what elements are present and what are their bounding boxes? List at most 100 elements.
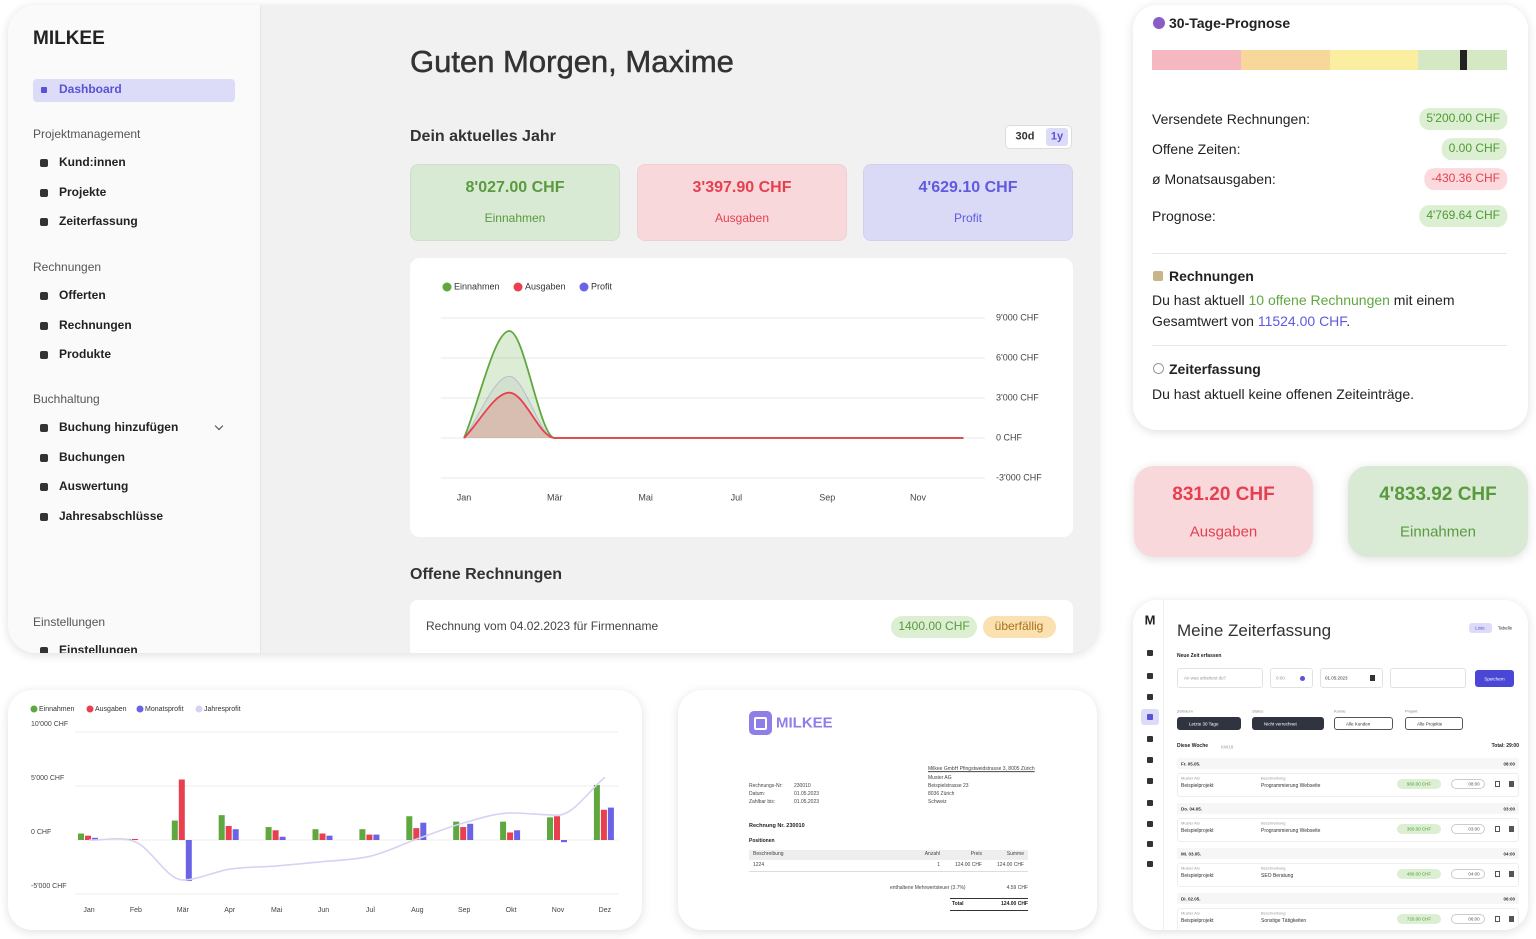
nav-item[interactable]: Buchung hinzufügen: [59, 420, 179, 435]
filter-value[interactable]: Alle Kunden: [1346, 720, 1371, 726]
row-label: Prognose:: [1152, 207, 1216, 224]
chart: -3'000 CHF 0 CHF 3'000 CHF 6'000 CHF 9'000 C…: [441, 281, 1042, 502]
client: Muster AG: [1181, 820, 1200, 826]
time-entry[interactable]: [1177, 818, 1519, 842]
nav-item[interactable]: Einstellungen: [59, 643, 138, 653]
time-entry[interactable]: [1177, 773, 1519, 797]
filter-chip[interactable]: [1334, 717, 1393, 730]
duration: 04:00: [1468, 871, 1480, 877]
x-tick-label: Nov: [552, 907, 565, 914]
text-part: Du hast aktuell: [1152, 292, 1249, 308]
section-title: Offene Rechnungen: [410, 565, 563, 583]
x-tick-label: Jul: [731, 492, 743, 502]
nav-item[interactable]: Rechnungen: [59, 317, 132, 332]
button-label[interactable]: Speichern: [1484, 675, 1505, 681]
nav-group-title: Einstellungen: [33, 615, 106, 630]
filter-value[interactable]: Nicht verrechnet: [1264, 720, 1297, 726]
dashboard-window: MILKEE Dashboard Projektmanagement Kund:inn…: [8, 5, 1098, 653]
row-value: -430.36 CHF: [1424, 168, 1507, 190]
week-number: KW18: [1221, 744, 1234, 750]
week-total: Total: 29:00: [1491, 743, 1519, 750]
x-tick-label: Dez: [599, 907, 612, 914]
nav-icon[interactable]: [1147, 800, 1153, 806]
amount: 360.00 CHF: [1406, 826, 1432, 832]
nav-active: [33, 79, 235, 102]
nav-item[interactable]: Auswertung: [59, 479, 129, 494]
delete-icon[interactable]: [1509, 826, 1514, 832]
filter-label: Zeitraum: [1177, 708, 1193, 714]
chart: -5'000 CHF 0 CHF 5'000 CHF 10'000 CHF Jan Feb…: [30, 705, 618, 914]
nav-icon[interactable]: [1147, 673, 1153, 679]
nav-item[interactable]: Zeiterfassung: [59, 214, 138, 229]
toggle-option[interactable]: Liste: [1475, 625, 1485, 631]
bar: [406, 816, 413, 840]
day-date: Di. 02.05.: [1181, 896, 1201, 902]
nav-item[interactable]: Buchungen: [59, 449, 125, 464]
bar: [460, 827, 467, 840]
bar: [85, 835, 91, 840]
y-tick-label: 0 CHF: [31, 829, 51, 836]
filter-value[interactable]: Letzte 30 Tage: [1189, 720, 1219, 726]
delete-icon[interactable]: [1509, 871, 1514, 877]
nav-icon[interactable]: [1147, 841, 1153, 847]
toggle-option[interactable]: 30d: [1015, 130, 1035, 143]
description-label: Beschreibung: [1261, 910, 1286, 916]
x-tick-label: Jan: [83, 907, 94, 914]
description: Sonstige Tätigkeiten: [1261, 918, 1307, 925]
nav-group-title: Projektmanagement: [33, 127, 141, 142]
input[interactable]: [1390, 668, 1466, 688]
edit-icon[interactable]: [1495, 781, 1500, 787]
toggle-option[interactable]: 1y: [1050, 130, 1064, 143]
bar: [453, 821, 460, 840]
nav-icon[interactable]: [1147, 757, 1153, 763]
time-entry[interactable]: [1177, 908, 1519, 930]
y-tick-label: -3'000 CHF: [996, 472, 1042, 482]
bar: [326, 835, 333, 840]
nav-item[interactable]: Produkte: [59, 347, 112, 362]
nav-icon[interactable]: [1147, 778, 1153, 784]
recipient-line: 8036 Zürich: [928, 791, 955, 798]
edit-icon[interactable]: [1495, 826, 1500, 832]
week-title: Diese Woche: [1177, 743, 1209, 750]
nav-item[interactable]: Jahresabschlüsse: [59, 508, 164, 523]
button[interactable]: [1475, 670, 1514, 687]
client: Muster AG: [1181, 775, 1200, 781]
delete-icon[interactable]: [1509, 781, 1514, 787]
nav-icon[interactable]: [1147, 650, 1153, 656]
delete-icon[interactable]: [1509, 916, 1514, 922]
amount-badge: [1397, 914, 1441, 924]
line: [88, 776, 606, 881]
edit-icon[interactable]: [1495, 871, 1500, 877]
toggle-option[interactable]: Tabelle: [1497, 625, 1513, 631]
filter-value[interactable]: Alle Projekte: [1417, 720, 1443, 726]
nav-item[interactable]: Projekte: [59, 184, 107, 199]
duration-chip: [1451, 779, 1485, 789]
bar: [185, 840, 192, 882]
time-entry[interactable]: [1177, 863, 1519, 887]
amount: 960.00 CHF: [1406, 781, 1432, 787]
filter-chip[interactable]: [1405, 717, 1463, 730]
input[interactable]: [1320, 668, 1383, 688]
filter-chip[interactable]: [1177, 717, 1241, 730]
client: Muster AG: [1181, 865, 1200, 871]
bar: [366, 834, 373, 840]
filter-label: Projekt: [1405, 708, 1418, 714]
edit-icon[interactable]: [1495, 916, 1500, 922]
column-header: Beschreibung: [753, 851, 784, 858]
input[interactable]: [1270, 668, 1313, 688]
filter-chip[interactable]: [1252, 717, 1324, 730]
nav-icon[interactable]: [1147, 861, 1153, 867]
row-value: 4'769.64 CHF: [1419, 205, 1507, 227]
legend-label: Ausgaben: [95, 706, 127, 713]
nav-item[interactable]: Dashboard: [59, 82, 122, 97]
nav-item[interactable]: Kund:innen: [59, 155, 126, 170]
bar: [225, 825, 232, 840]
bar: [171, 820, 178, 840]
nav-icon[interactable]: [1147, 736, 1153, 742]
bar: [78, 833, 84, 840]
nav-icon[interactable]: [1147, 694, 1153, 700]
nav-item[interactable]: Offerten: [59, 288, 106, 303]
input[interactable]: [1177, 668, 1263, 688]
nav-icon[interactable]: [1147, 714, 1153, 720]
nav-icon[interactable]: [1147, 821, 1153, 827]
